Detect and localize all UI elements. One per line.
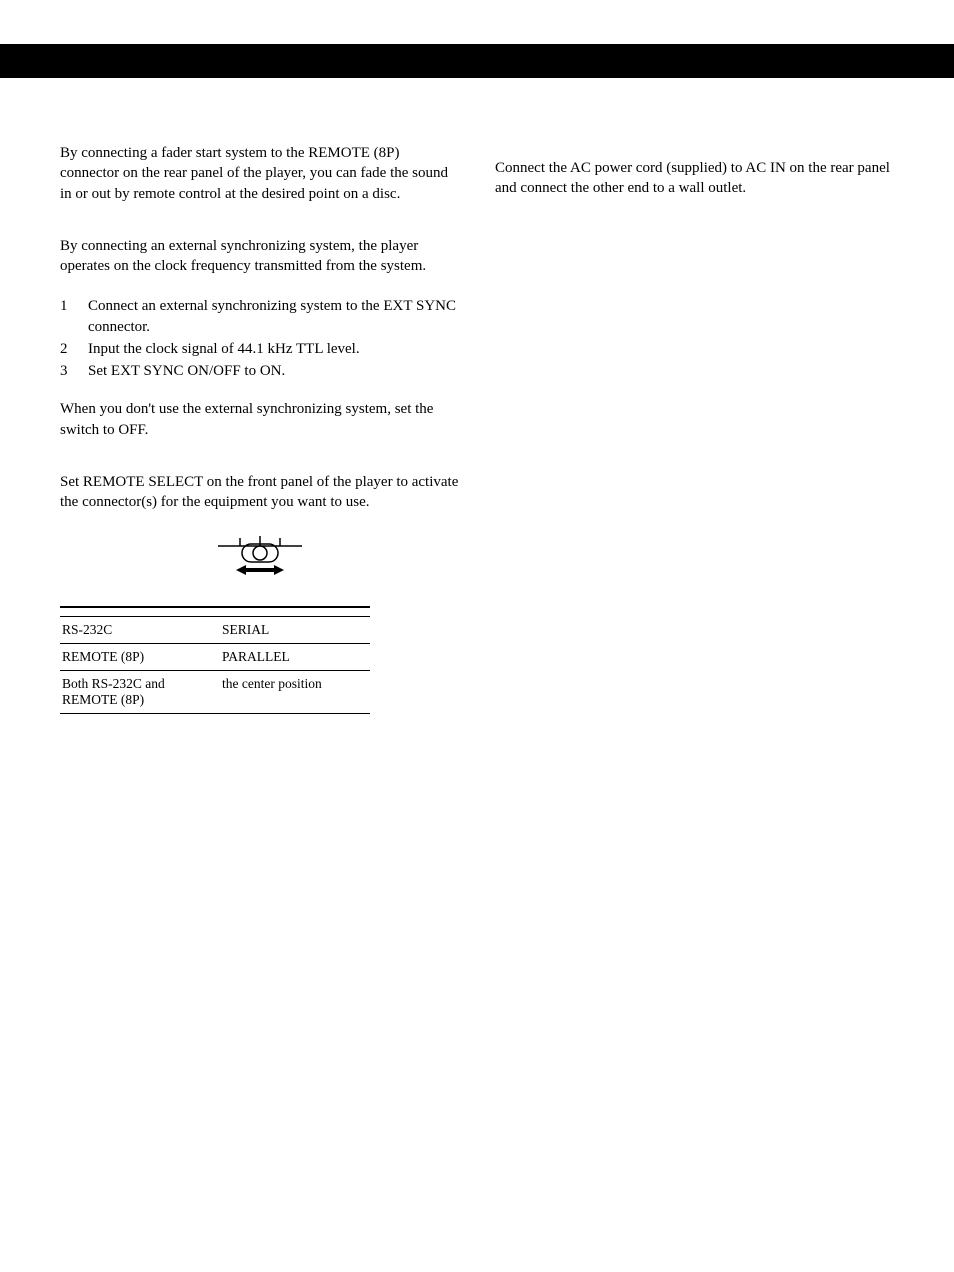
right-column: Connect the AC power cord (supplied) to … (495, 158, 895, 219)
table-row: Both RS-232C and REMOTE (8P) the center … (60, 671, 370, 714)
fader-start-paragraph: By connecting a fader start system to th… (60, 143, 460, 204)
step-text: Input the clock signal of 44.1 kHz TTL l… (88, 339, 360, 359)
switch-icon (214, 534, 306, 578)
ac-power-paragraph: Connect the AC power cord (supplied) to … (495, 158, 895, 199)
ext-sync-off-paragraph: When you don't use the external synchron… (60, 399, 460, 440)
left-column: By connecting a fader start system to th… (60, 143, 460, 714)
table-row: REMOTE (8P) PARALLEL (60, 644, 370, 671)
remote-select-switch-illustration (60, 534, 460, 578)
settings-table: RS-232C SERIAL REMOTE (8P) PARALLEL Both… (60, 616, 370, 714)
table-cell: PARALLEL (220, 644, 370, 671)
table-cell: SERIAL (220, 617, 370, 644)
ext-sync-intro-paragraph: By connecting an external synchronizing … (60, 236, 460, 277)
step-number: 2 (60, 339, 88, 359)
table-row: RS-232C SERIAL (60, 617, 370, 644)
ext-sync-steps-list: 1 Connect an external synchronizing syst… (60, 296, 460, 381)
step-number: 1 (60, 296, 88, 337)
table-top-rule (60, 606, 370, 616)
step-number: 3 (60, 361, 88, 381)
step-text: Set EXT SYNC ON/OFF to ON. (88, 361, 285, 381)
list-item: 1 Connect an external synchronizing syst… (60, 296, 460, 337)
header-black-bar (0, 44, 954, 78)
table-cell: the center position (220, 671, 370, 714)
table-cell: REMOTE (8P) (60, 644, 220, 671)
remote-select-paragraph: Set REMOTE SELECT on the front panel of … (60, 472, 460, 513)
list-item: 3 Set EXT SYNC ON/OFF to ON. (60, 361, 460, 381)
remote-select-table: RS-232C SERIAL REMOTE (8P) PARALLEL Both… (60, 606, 370, 714)
table-cell: RS-232C (60, 617, 220, 644)
table-cell: Both RS-232C and REMOTE (8P) (60, 671, 220, 714)
list-item: 2 Input the clock signal of 44.1 kHz TTL… (60, 339, 460, 359)
step-text: Connect an external synchronizing system… (88, 296, 460, 337)
